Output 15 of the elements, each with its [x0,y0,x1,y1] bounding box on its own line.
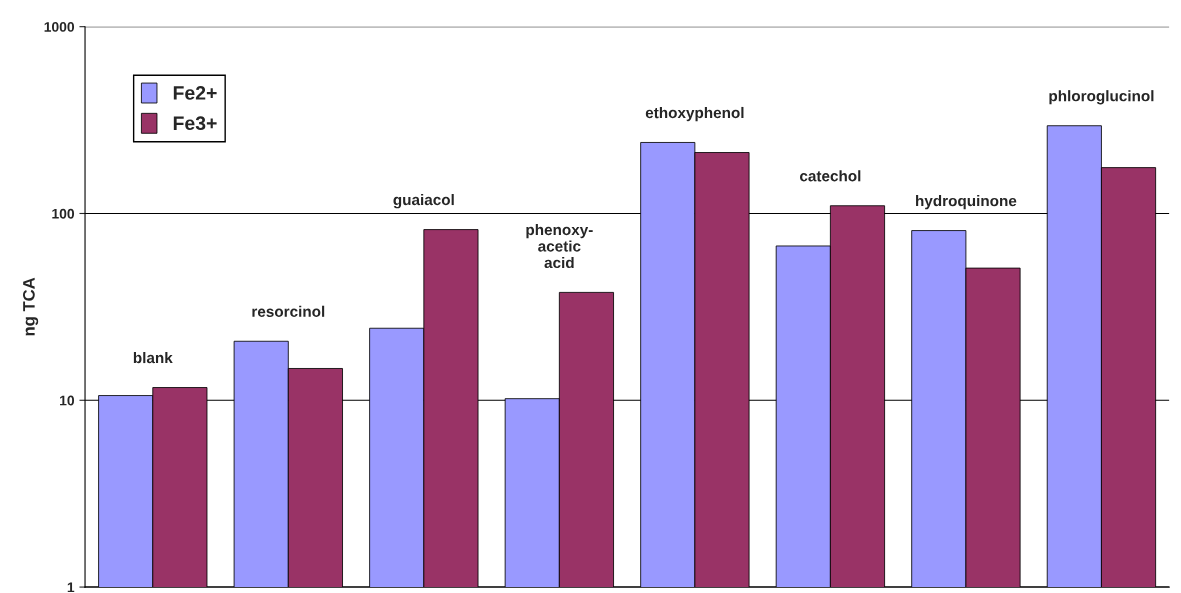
x-tick-label: guaiacol [393,193,454,209]
legend-label: Fe3+ [173,116,217,131]
x-tick-label: blank [133,352,173,364]
x-tick-label: hydroquinone [916,195,1017,210]
x-tick-label: ethoxyphenol [645,106,744,122]
x-tick-label: resorcinol [252,305,325,317]
y-tick-label: 1000 [44,22,75,32]
legend-label: Fe2+ [173,86,217,100]
x-tick-label: catechol [800,170,861,182]
y-tick-label: 1 [67,582,75,593]
x-tick-label: phenoxy- acetic acid [526,223,593,269]
y-tick-label: 10 [60,395,75,406]
y-axis-title: ng TCA [23,277,39,336]
y-tick-label: 100 [52,208,75,219]
x-tick-label: phloroglucinol [1049,90,1154,105]
